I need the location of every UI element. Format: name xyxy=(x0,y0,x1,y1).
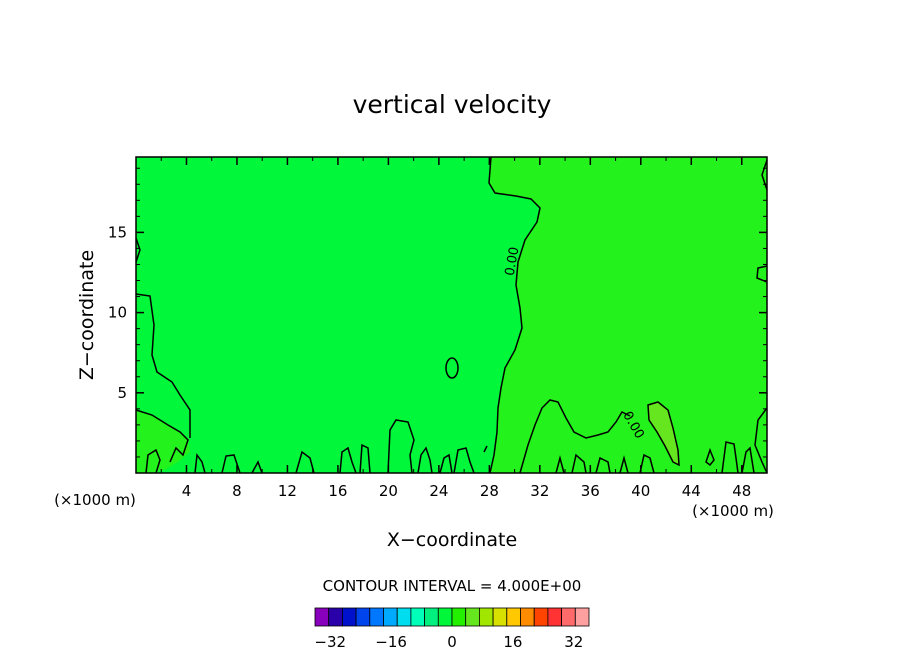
contour-line-right-bottom xyxy=(754,407,768,474)
colorbar-swatch xyxy=(478,607,494,627)
colorbar-swatch xyxy=(492,607,508,627)
colorbar-tick-labels: −32 −16 0 16 32 xyxy=(314,633,583,651)
contour-line-right-lower xyxy=(519,399,631,474)
colorbar-swatch xyxy=(451,607,467,627)
contour-label: 0.00 xyxy=(503,246,523,277)
x-tick-label: 12 xyxy=(278,482,297,500)
colorbar-swatch xyxy=(355,607,371,627)
contour-wiggles-bottom xyxy=(145,419,755,474)
x-tick-label: 16 xyxy=(328,482,347,500)
y-tick-label: 5 xyxy=(117,384,127,402)
x-tick-label: 32 xyxy=(530,482,549,500)
contour-line-patch xyxy=(647,401,680,467)
colorbar-tick-label: 16 xyxy=(503,633,522,651)
zero-contours xyxy=(135,156,768,474)
x-tick-label: 20 xyxy=(379,482,398,500)
colorbar-swatch xyxy=(383,607,398,627)
colorbar-swatch xyxy=(520,607,535,627)
colorbar-swatch xyxy=(465,607,480,627)
x-tick-label: 48 xyxy=(732,482,751,500)
contour-line-left xyxy=(135,293,191,438)
contour-line-right-edge xyxy=(761,159,768,191)
contour-line-right-small xyxy=(756,265,768,283)
y-tick-label: 10 xyxy=(108,304,127,322)
y-tick-label: 15 xyxy=(108,223,127,241)
colorbar-tick-label: −16 xyxy=(375,633,407,651)
colorbar-swatch xyxy=(561,607,576,627)
plot-area: 0.00 0.00 xyxy=(135,156,768,474)
colorbar-swatch xyxy=(574,607,590,627)
colorbar-swatch xyxy=(506,607,521,627)
colorbar-swatch xyxy=(396,607,412,627)
colorbar-tick-label: 32 xyxy=(564,633,583,651)
contour-line-left-lower xyxy=(135,409,189,463)
right-region-fill xyxy=(489,157,767,473)
plot-frame xyxy=(135,156,768,474)
x-tick-label: 24 xyxy=(429,482,448,500)
x-tick-label: 44 xyxy=(682,482,701,500)
contour-line-main xyxy=(488,156,541,474)
x-tick-label: 4 xyxy=(182,482,192,500)
colorbar-swatch xyxy=(314,607,330,627)
colorbar-tick-label: 0 xyxy=(447,633,457,651)
colorbar-tick-label: −32 xyxy=(314,633,346,651)
x-tick-label: 40 xyxy=(631,482,650,500)
colorbar-swatch xyxy=(424,607,439,627)
x-tick-label: 36 xyxy=(581,482,600,500)
left-region-fill xyxy=(136,410,190,473)
colorbar-swatch xyxy=(547,607,563,627)
colorbar-swatch xyxy=(341,607,357,627)
colorbar-swatch xyxy=(410,607,425,627)
colorbar-swatch xyxy=(437,607,453,627)
contour-island xyxy=(445,357,459,379)
x-tick-label: 28 xyxy=(480,482,499,500)
x-axis-unit-right: (×1000 m) xyxy=(692,502,774,520)
contour-line-left-edge xyxy=(135,237,141,263)
high-patch-fill xyxy=(648,402,679,465)
x-axis-label: X−coordinate xyxy=(387,529,517,551)
chart-title: vertical velocity xyxy=(353,90,552,119)
contour-interval-text: CONTOUR INTERVAL = 4.000E+00 xyxy=(323,577,582,595)
colorbar-swatch xyxy=(328,607,343,627)
colorbar xyxy=(314,607,590,627)
x-tick-label: 8 xyxy=(232,482,242,500)
colorbar-swatch xyxy=(369,607,384,627)
x-axis-ticks: 4 8 12 16 20 24 28 32 36 40 44 48 xyxy=(160,157,751,500)
x-axis-unit-left: (×1000 m) xyxy=(54,491,136,509)
y-axis-label: Z−coordinate xyxy=(76,250,98,380)
y-axis-ticks: 5 10 15 xyxy=(108,167,767,458)
colorbar-swatch xyxy=(533,607,549,627)
